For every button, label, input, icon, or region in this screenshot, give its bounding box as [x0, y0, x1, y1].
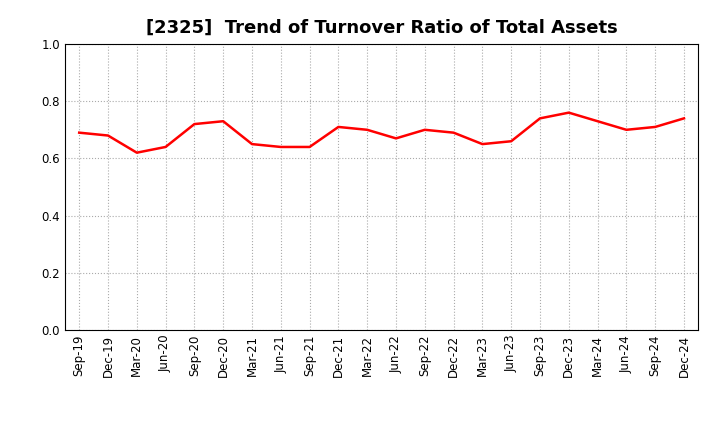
Title: [2325]  Trend of Turnover Ratio of Total Assets: [2325] Trend of Turnover Ratio of Total … — [145, 19, 618, 37]
